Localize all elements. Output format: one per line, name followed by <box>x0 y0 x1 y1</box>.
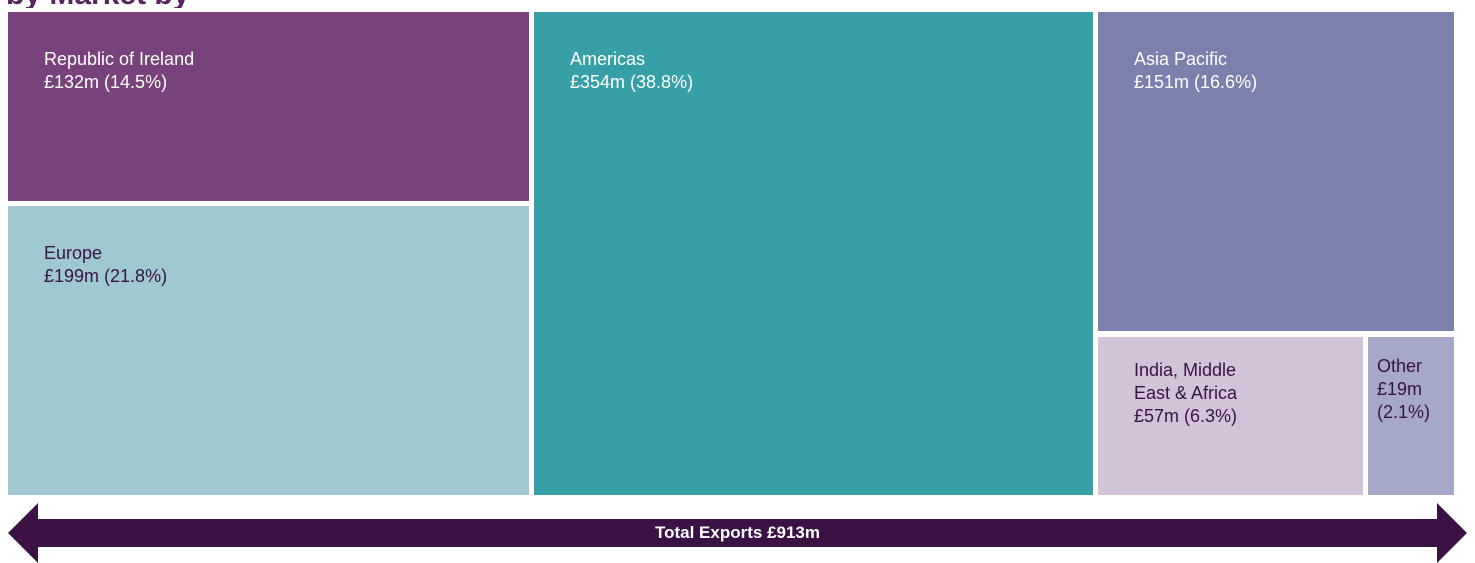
tile-name: Europe <box>44 243 103 263</box>
tile-other: Other £19m (2.1%) <box>1368 337 1454 495</box>
tile-label-other: Other £19m (2.1%) <box>1377 355 1430 424</box>
tile-republic-of-ireland: Republic of Ireland £132m (14.5%) <box>8 12 529 201</box>
total-arrow-shape <box>8 503 1467 563</box>
tile-name: Other <box>1377 356 1423 376</box>
tile-value: £354m (38.8%) <box>570 72 694 92</box>
tile-name: Republic of Ireland <box>44 49 195 69</box>
tile-india-middle-east-africa: India, Middle East & Africa £57m (6.3%) <box>1098 337 1363 495</box>
total-exports-label: Total Exports £913m <box>654 523 821 542</box>
total-arrow <box>8 503 1467 563</box>
tile-value: £19m (2.1%) <box>1377 379 1431 422</box>
tile-europe: Europe £199m (21.8%) <box>8 206 529 495</box>
tile-name: Asia Pacific <box>1134 49 1228 69</box>
tile-name: Americas <box>570 49 646 69</box>
tile-value: £151m (16.6%) <box>1134 72 1258 92</box>
tile-label-europe: Europe £199m (21.8%) <box>44 242 167 288</box>
tile-label-asia-pacific: Asia Pacific £151m (16.6%) <box>1134 48 1257 94</box>
tile-asia-pacific: Asia Pacific £151m (16.6%) <box>1098 12 1454 331</box>
tile-label-republic-of-ireland: Republic of Ireland £132m (14.5%) <box>44 48 194 94</box>
tile-value: £132m (14.5%) <box>44 72 168 92</box>
tile-value: £199m (21.8%) <box>44 266 168 286</box>
tile-name: India, Middle East & Africa <box>1134 360 1238 403</box>
tile-americas: Americas £354m (38.8%) <box>534 12 1093 495</box>
chart-title: by Market by <box>6 0 189 8</box>
tile-value: £57m (6.3%) <box>1134 406 1238 426</box>
tile-label-india-middle-east-africa: India, Middle East & Africa £57m (6.3%) <box>1134 359 1237 428</box>
tile-label-americas: Americas £354m (38.8%) <box>570 48 693 94</box>
